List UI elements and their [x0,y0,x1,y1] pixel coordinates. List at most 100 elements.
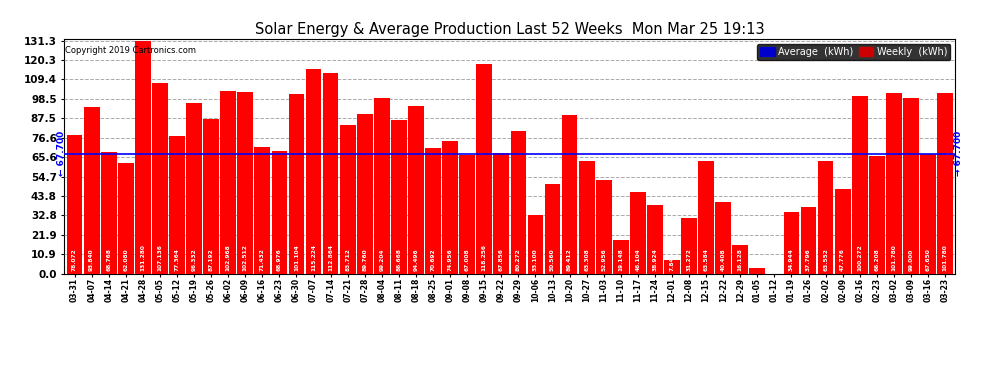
Text: 67.650: 67.650 [926,248,931,271]
Text: 101.780: 101.780 [891,244,896,271]
Bar [323,73,339,274]
Text: 71.432: 71.432 [259,248,265,271]
Text: 46.104: 46.104 [636,248,641,271]
Bar [647,205,662,274]
Bar [443,141,458,274]
Bar [66,135,82,274]
Text: 37.796: 37.796 [806,248,811,271]
Bar [221,91,236,274]
Text: 62.080: 62.080 [124,249,129,271]
Text: 118.256: 118.256 [482,244,487,271]
Text: 100.272: 100.272 [857,244,862,271]
Text: 40.408: 40.408 [721,249,726,271]
Bar [698,161,714,274]
Bar [169,136,185,274]
Text: Copyright 2019 Cartronics.com: Copyright 2019 Cartronics.com [65,46,196,56]
Bar [340,125,355,274]
Legend: Average  (kWh), Weekly  (kWh): Average (kWh), Weekly (kWh) [757,44,950,60]
Bar [596,180,612,274]
Bar [186,103,202,274]
Bar [459,155,475,274]
Bar [579,161,595,274]
Text: 78.072: 78.072 [72,248,77,271]
Bar [425,148,441,274]
Text: 89.760: 89.760 [362,249,367,271]
Text: 115.224: 115.224 [311,244,316,271]
Text: 33.100: 33.100 [533,249,538,271]
Bar [630,192,645,274]
Text: 63.552: 63.552 [823,248,828,271]
Text: 16.128: 16.128 [738,248,742,271]
Bar [152,84,167,274]
Bar [938,93,953,274]
Text: 83.712: 83.712 [346,248,350,271]
Bar [664,260,680,274]
Bar [476,64,492,274]
Bar [511,131,527,274]
Text: 63.308: 63.308 [584,248,589,271]
Bar [613,240,629,274]
Bar [544,184,560,274]
Text: 107.136: 107.136 [157,244,162,271]
Bar [357,114,372,274]
Bar [84,107,100,274]
Bar [733,245,748,274]
Text: 74.956: 74.956 [447,248,452,271]
Bar [238,92,253,274]
Text: 131.280: 131.280 [141,244,146,271]
Bar [903,98,919,274]
Text: 93.840: 93.840 [89,249,94,271]
Bar [254,147,270,274]
Text: 94.496: 94.496 [414,249,419,271]
Bar [852,96,867,274]
Title: Solar Energy & Average Production Last 52 Weeks  Mon Mar 25 19:13: Solar Energy & Average Production Last 5… [255,22,764,37]
Text: 89.412: 89.412 [567,248,572,271]
Text: 99.000: 99.000 [909,249,914,271]
Bar [493,153,509,274]
Text: 47.776: 47.776 [841,248,845,271]
Text: 96.332: 96.332 [192,248,197,271]
Bar [289,94,304,274]
Text: 34.944: 34.944 [789,248,794,271]
Bar [118,164,134,274]
Bar [135,40,150,274]
Text: 68.768: 68.768 [106,248,111,271]
Text: 101.104: 101.104 [294,244,299,271]
Text: 7.840: 7.840 [669,252,674,271]
Bar [374,98,390,274]
Bar [391,120,407,274]
Bar [801,207,817,274]
Text: 112.864: 112.864 [328,244,333,271]
Text: 86.668: 86.668 [396,248,401,271]
Text: 67.008: 67.008 [464,249,469,271]
Text: → 67.700: → 67.700 [953,131,962,176]
Text: 63.584: 63.584 [704,248,709,271]
Bar [784,211,799,274]
Text: 68.976: 68.976 [277,248,282,271]
Text: 99.204: 99.204 [379,249,384,271]
Text: 80.272: 80.272 [516,248,521,271]
Text: 101.780: 101.780 [942,244,947,271]
Text: 19.148: 19.148 [619,248,624,271]
Bar [886,93,902,274]
Text: 87.192: 87.192 [209,248,214,271]
Text: 102.968: 102.968 [226,244,231,271]
Bar [835,189,850,274]
Text: 52.956: 52.956 [601,248,606,271]
Bar [271,151,287,274]
Text: 77.364: 77.364 [174,248,179,271]
Text: ← 67.700: ← 67.700 [57,131,66,176]
Bar [561,115,577,274]
Bar [203,119,219,274]
Text: 67.856: 67.856 [499,248,504,271]
Text: 38.924: 38.924 [652,248,657,271]
Text: 50.560: 50.560 [550,249,555,271]
Bar [408,106,424,274]
Text: 102.512: 102.512 [243,244,248,271]
Bar [681,218,697,274]
Bar [920,154,936,274]
Bar [818,161,834,274]
Bar [306,69,322,274]
Bar [749,268,765,274]
Bar [101,152,117,274]
